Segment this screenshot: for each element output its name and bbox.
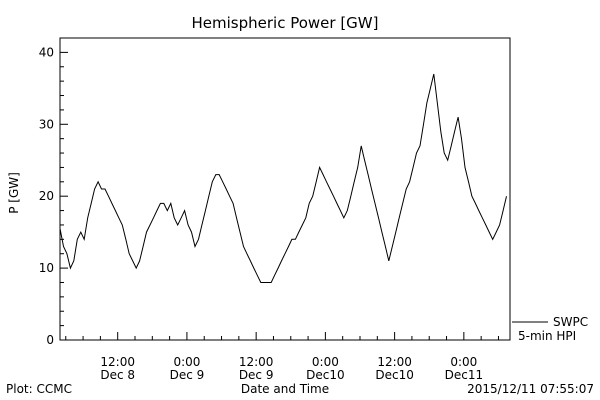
y-tick-label: 0 (46, 333, 54, 347)
x-tick-time-label: 12:00 (377, 355, 412, 369)
y-axis-label: P [GW] (7, 172, 21, 214)
y-tick-label: 30 (39, 117, 54, 131)
y-tick-label: 20 (39, 189, 54, 203)
legend-source: SWPC (553, 315, 588, 329)
x-tick-time-label: 12:00 (239, 355, 274, 369)
plot-frame (59, 37, 511, 341)
x-tick-time-label: 0:00 (450, 355, 477, 369)
x-axis-label: Date and Time (241, 382, 329, 396)
y-tick-label: 10 (39, 261, 54, 275)
x-tick-date-label: Dec10 (306, 368, 345, 382)
x-tick-time-label: 0:00 (173, 355, 200, 369)
x-tick-time-label: 0:00 (312, 355, 339, 369)
x-tick-date-label: Dec11 (445, 368, 484, 382)
x-tick-date-label: Dec 8 (100, 368, 135, 382)
hemispheric-power-line (59, 73, 507, 283)
footer-plot-credit: Plot: CCMC (6, 382, 72, 396)
y-axis: 0 10 20 30 40 (39, 45, 68, 347)
x-tick-date-label: Dec 9 (239, 368, 274, 382)
y-tick-label: 40 (39, 45, 54, 59)
x-tick-date-label: Dec10 (375, 368, 414, 382)
x-tick-time-label: 12:00 (100, 355, 135, 369)
chart-title: Hemispheric Power [GW] (192, 14, 379, 32)
x-tick-date-label: Dec 9 (170, 368, 205, 382)
footer-timestamp: 2015/12/11 07:55:07 (467, 382, 594, 396)
legend-series: 5-min HPI (518, 329, 576, 343)
